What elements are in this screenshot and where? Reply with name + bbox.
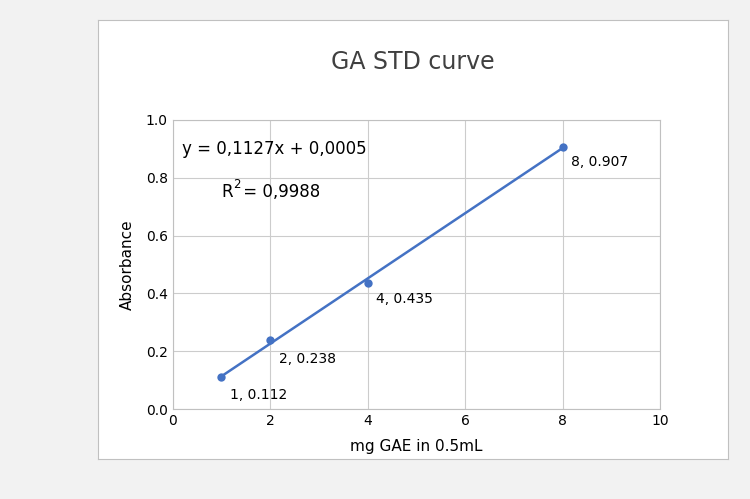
Text: = 0,9988: = 0,9988 xyxy=(238,184,320,202)
Y-axis label: Absorbance: Absorbance xyxy=(119,219,134,310)
Text: 4, 0.435: 4, 0.435 xyxy=(376,292,433,306)
Text: 1, 0.112: 1, 0.112 xyxy=(230,388,287,402)
Text: y = 0,1127x + 0,0005: y = 0,1127x + 0,0005 xyxy=(182,140,367,158)
Text: 2, 0.238: 2, 0.238 xyxy=(279,352,336,366)
Text: R: R xyxy=(221,184,232,202)
Text: GA STD curve: GA STD curve xyxy=(331,50,494,74)
X-axis label: mg GAE in 0.5mL: mg GAE in 0.5mL xyxy=(350,439,482,454)
Text: 8, 0.907: 8, 0.907 xyxy=(572,155,628,169)
Text: 2: 2 xyxy=(233,178,241,191)
